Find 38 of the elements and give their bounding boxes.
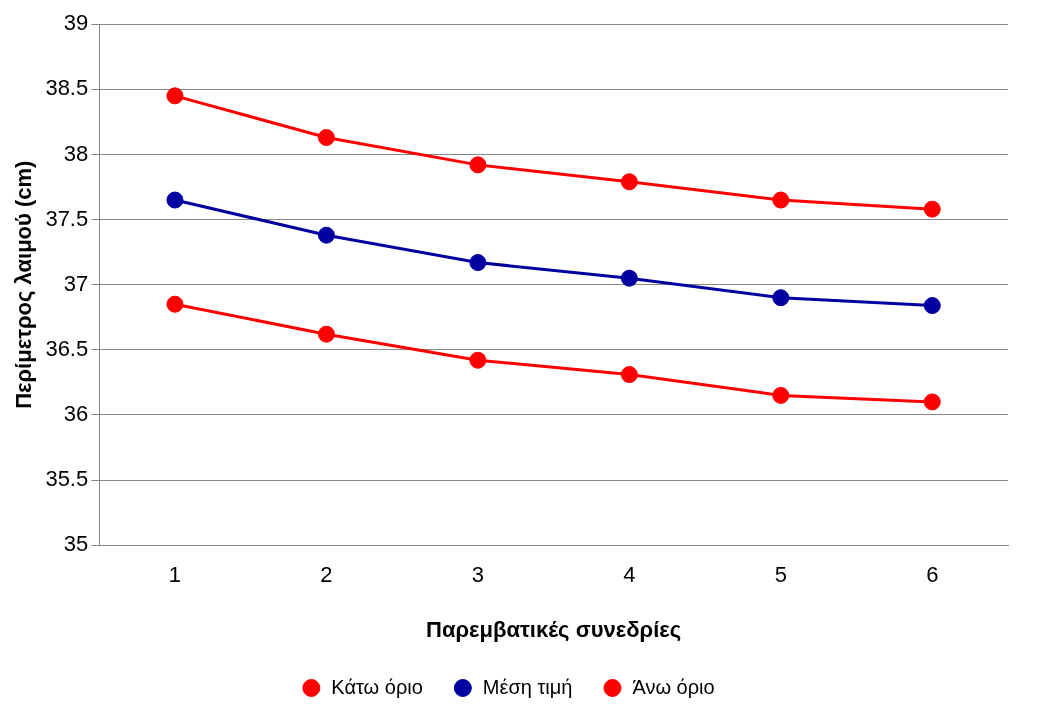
y-tick-label: 36.5 [45, 335, 89, 361]
point [317, 129, 335, 147]
point [166, 295, 184, 313]
point [469, 351, 487, 369]
x-tick-label: 6 [926, 562, 939, 588]
point [772, 289, 790, 307]
legend-label: Μέση τιμή [482, 675, 573, 698]
point [923, 200, 941, 218]
y-tick-label: 38 [63, 140, 89, 166]
y-tick-label: 37 [63, 270, 89, 296]
point [923, 297, 941, 315]
point [317, 226, 335, 244]
x-tick-label: 2 [320, 562, 333, 588]
x-tick-label: 5 [774, 562, 787, 588]
point [469, 254, 487, 272]
point [772, 191, 790, 209]
point [620, 366, 638, 384]
x-tick-label: 3 [471, 562, 484, 588]
point [166, 87, 184, 105]
point [923, 393, 941, 411]
y-tick-label: 39 [63, 10, 89, 36]
y-tick-label: 35 [63, 531, 89, 557]
x-tick-label: 4 [623, 562, 636, 588]
x-axis-title: Παρεμβατικές συνεδρίες [426, 616, 682, 642]
point [772, 386, 790, 404]
point [620, 173, 638, 191]
point [317, 325, 335, 343]
point [166, 191, 184, 209]
y-tick-label: 36 [63, 401, 89, 427]
y-tick-label: 37.5 [45, 205, 89, 231]
legend-label: Κάτω όριο [331, 675, 423, 698]
x-tick-label: 1 [168, 562, 182, 588]
point [469, 156, 487, 174]
legend-label: Άνω όριο [632, 675, 715, 698]
point [620, 269, 638, 287]
y-axis-title: Περίμετρος λαιμού (cm) [11, 160, 37, 409]
y-tick-label: 38.5 [45, 75, 89, 101]
y-tick-label: 35.5 [45, 466, 89, 492]
